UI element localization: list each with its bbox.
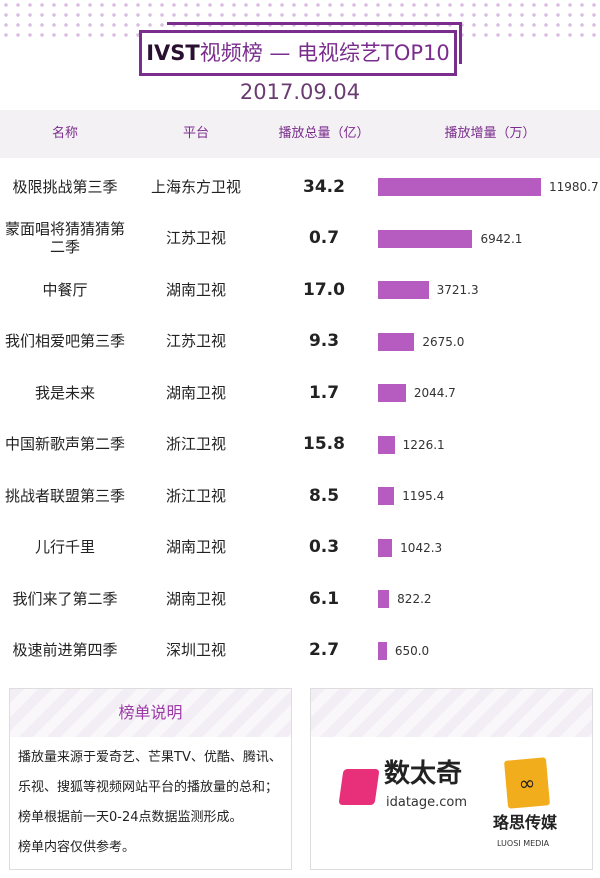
note-line: 播放量来源于爱奇艺、芒果TV、优酷、腾讯、乐视、搜狐等视频网站平台的播放量的总和… — [18, 750, 282, 795]
column-header-platform: 平台 — [182, 126, 210, 141]
notes-panel: 榜单说明 播放量来源于爱奇艺、芒果TV、优酷、腾讯、乐视、搜狐等视频网站平台的播… — [9, 688, 292, 870]
luosi-logo-en: LUOSI MEDIA — [497, 839, 550, 848]
show-name: 中国新歌声第二季 — [4, 435, 125, 453]
increase-bar — [378, 229, 473, 248]
show-name: 极限挑战第三季 — [12, 177, 118, 196]
platform: 江苏卫视 — [165, 332, 227, 350]
datage-url: idatage.com — [386, 795, 468, 810]
increase-bar — [378, 281, 429, 299]
increase-bar — [378, 435, 395, 454]
table-row: 极速前进第四季 深圳卫视 2.7 650.0 — [0, 625, 600, 676]
increase-bar — [378, 590, 390, 608]
note-line: 榜单根据前一天0-24点数据监测形成。 — [18, 810, 243, 825]
total-plays: 2.7 — [308, 640, 340, 660]
column-header-total: 播放总量（亿） — [278, 126, 370, 141]
increase-label: 6942.1 — [480, 231, 523, 246]
luosi-logo: 珞思传媒 — [493, 813, 558, 832]
increase-bar — [378, 487, 395, 505]
increase-label: 2675.0 — [422, 334, 465, 349]
notes-title: 榜单说明 — [10, 689, 291, 737]
platform: 湖南卫视 — [165, 383, 227, 402]
title-brand: IVST — [146, 41, 200, 65]
show-name: 儿行千里 — [34, 538, 95, 556]
title-frame-accent — [167, 22, 462, 25]
platform: 浙江卫视 — [165, 435, 227, 453]
show-name: 蒙面唱将猜猜猜第二季 — [4, 220, 125, 256]
table-row: 极限挑战第三季 上海东方卫视 34.2 11980.7 — [0, 161, 600, 212]
show-name: 我们相爱吧第三季 — [4, 332, 125, 350]
show-name: 挑战者联盟第三季 — [4, 486, 125, 505]
total-plays: 9.3 — [308, 331, 340, 351]
platform: 江苏卫视 — [165, 229, 227, 247]
logos-panel: 数太奇 idatage.com ∞ 珞思传媒 LUOSI MEDIA — [310, 688, 593, 870]
increase-label: 1195.4 — [402, 489, 445, 503]
increase-label: 1042.3 — [400, 540, 443, 555]
column-header-name: 名称 — [51, 126, 79, 141]
increase-label: 2044.7 — [413, 386, 456, 400]
increase-bar — [378, 384, 406, 402]
total-plays: 0.3 — [308, 537, 340, 557]
increase-bar — [378, 178, 541, 196]
increase-label: 822.2 — [397, 592, 432, 606]
total-plays: 15.8 — [303, 434, 345, 454]
table-row: 我们相爱吧第三季 江苏卫视 9.3 2675.0 — [0, 316, 600, 367]
total-plays: 8.5 — [308, 485, 340, 506]
total-plays: 1.7 — [308, 382, 340, 403]
table-row: 蒙面唱将猜猜猜第二季 江苏卫视 0.7 6942.1 — [0, 213, 600, 264]
table-row: 中餐厅 湖南卫视 17.0 3721.3 — [0, 264, 600, 315]
title-text: 视频榜 — 电视综艺TOP10 — [199, 41, 450, 65]
column-header-increase: 播放增量（万） — [444, 126, 536, 141]
total-plays: 34.2 — [303, 176, 345, 197]
luosi-logo-icon: ∞ — [503, 757, 551, 809]
increase-bar — [378, 332, 415, 351]
increase-label: 11980.7 — [549, 180, 599, 194]
show-name: 我是未来 — [34, 383, 95, 402]
total-plays: 6.1 — [308, 588, 340, 609]
show-name: 我们来了第二季 — [12, 589, 118, 608]
increase-bar — [378, 641, 387, 660]
table-header: 名称 平台 播放总量（亿） 播放增量（万） — [0, 110, 600, 158]
platform: 深圳卫视 — [165, 641, 227, 659]
logos-panel-header — [311, 689, 592, 737]
date: 2017.09.04 — [239, 80, 361, 104]
total-plays: 17.0 — [303, 279, 345, 300]
platform: 上海东方卫视 — [150, 177, 242, 196]
increase-label: 3721.3 — [436, 283, 479, 297]
title-frame-accent — [459, 22, 462, 64]
table-row: 挑战者联盟第三季 浙江卫视 8.5 1195.4 — [0, 470, 600, 521]
platform: 浙江卫视 — [165, 486, 227, 505]
datage-logo-icon — [338, 769, 380, 805]
show-name: 中餐厅 — [42, 280, 88, 299]
page-title: IVST 视频榜 — 电视综艺TOP10 — [139, 30, 457, 76]
increase-bar — [378, 538, 393, 557]
datage-logo: 数太奇 — [384, 759, 463, 789]
total-plays: 0.7 — [308, 228, 340, 248]
table-row: 中国新歌声第二季 浙江卫视 15.8 1226.1 — [0, 419, 600, 470]
table-row: 我们来了第二季 湖南卫视 6.1 822.2 — [0, 573, 600, 624]
platform: 湖南卫视 — [165, 589, 227, 608]
platform: 湖南卫视 — [165, 280, 227, 299]
platform: 湖南卫视 — [165, 538, 227, 556]
table-row: 儿行千里 湖南卫视 0.3 1042.3 — [0, 522, 600, 573]
table-row: 我是未来 湖南卫视 1.7 2044.7 — [0, 367, 600, 418]
increase-label: 1226.1 — [402, 437, 445, 452]
increase-label: 650.0 — [394, 643, 430, 658]
show-name: 极速前进第四季 — [12, 641, 118, 659]
note-line: 榜单内容仅供参考。 — [18, 840, 136, 855]
